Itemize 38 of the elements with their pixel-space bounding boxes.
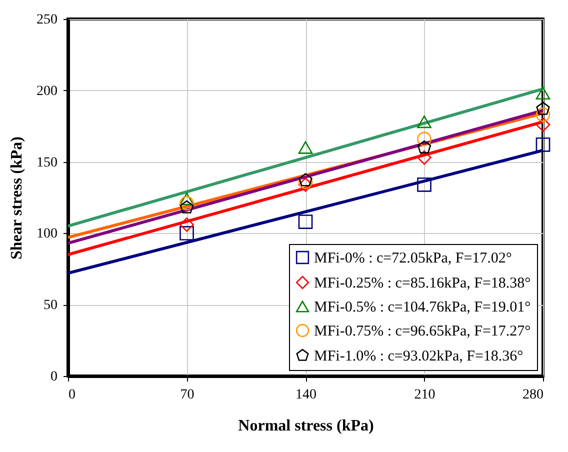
point	[417, 140, 432, 154]
y-tick-label: 100	[36, 226, 58, 242]
point	[180, 200, 194, 214]
point	[298, 177, 313, 192]
point	[298, 173, 312, 186]
y-tick-label: 150	[36, 155, 58, 170]
y-axis-title: Shear stress (kPa)	[8, 136, 26, 260]
legend-label: MFi-0.25% : c=85.16kPa, F=18.38°	[314, 276, 531, 292]
point	[536, 137, 550, 152]
x-tick-label: 210	[414, 388, 436, 402]
point	[298, 174, 313, 189]
point	[417, 150, 432, 165]
y-tick-label: 0	[50, 370, 58, 384]
legend-label: MFi-0% : c=72.05kPa, F=17.02°	[314, 250, 512, 266]
x-tick-label: 280	[522, 388, 544, 402]
point	[180, 192, 194, 206]
legend-label: MFi-0.75% : c=96.65kPa, F=17.27°	[314, 324, 531, 340]
point	[180, 217, 194, 232]
x-tick-label: 140	[296, 388, 316, 402]
point	[536, 118, 550, 132]
point	[536, 102, 550, 115]
y-tick-label: 250	[36, 12, 58, 28]
x-tick-label: 70	[180, 388, 194, 402]
legend-label: MFi-0.5% : c=104.76kPa, F=19.01°	[314, 300, 531, 316]
point	[298, 214, 313, 229]
point	[536, 108, 550, 122]
x-axis-title: Normal stress (kPa)	[238, 418, 374, 434]
legend-label: MFi-1.0% : c=93.02kPa, F=18.36°	[314, 348, 524, 364]
point	[180, 226, 194, 240]
point	[417, 116, 432, 128]
x-tick-label: 0	[68, 388, 76, 402]
point	[536, 86, 550, 100]
point	[180, 196, 194, 210]
y-tick-label: 50	[44, 298, 58, 314]
point	[298, 141, 313, 154]
point	[417, 132, 432, 146]
point	[417, 177, 432, 192]
y-tick-label: 200	[36, 84, 58, 99]
